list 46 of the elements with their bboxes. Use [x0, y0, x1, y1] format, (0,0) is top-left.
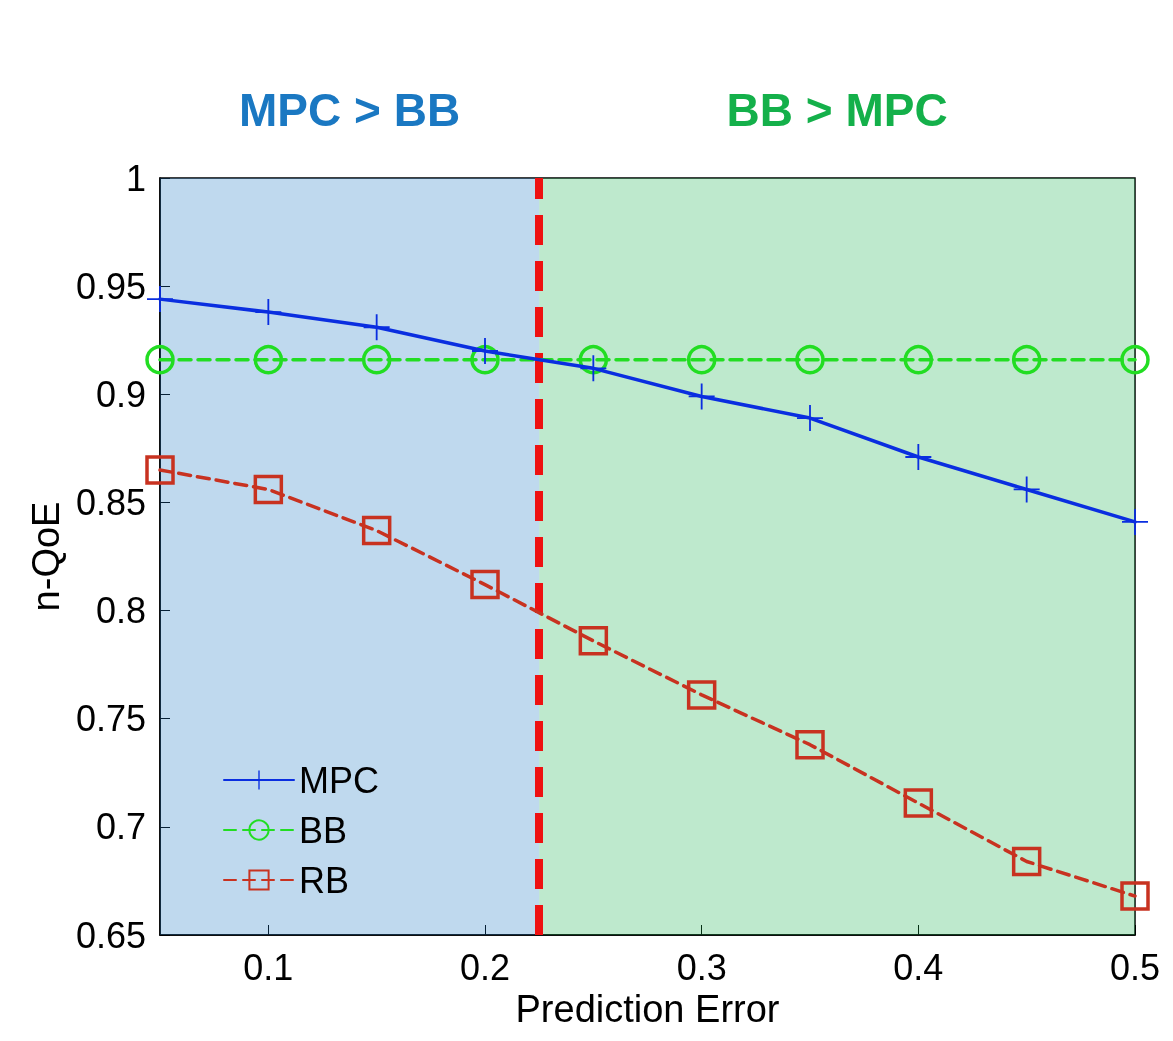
- point: [905, 444, 932, 471]
- legend-label: RB: [299, 859, 350, 901]
- point: [578, 626, 609, 656]
- y-tick-label: 0.85: [75, 481, 146, 523]
- point: [253, 344, 284, 375]
- point: [903, 788, 934, 818]
- point: [795, 729, 825, 760]
- point: [470, 569, 500, 600]
- point: [361, 344, 392, 375]
- x-tick-label: 0.4: [893, 946, 944, 988]
- point: [580, 355, 607, 382]
- point: [686, 344, 717, 375]
- point: [797, 405, 823, 432]
- y-tick-label: 0.75: [75, 698, 146, 740]
- point: [472, 338, 498, 365]
- y-axis-title: n-QoE: [25, 501, 67, 612]
- x-tick-label: 0.3: [676, 946, 727, 988]
- point: [361, 515, 392, 546]
- y-tick-label: 0.9: [95, 373, 146, 415]
- x-tick-label: 0.5: [1109, 946, 1161, 988]
- point: [1122, 508, 1148, 535]
- point: [1011, 344, 1042, 375]
- point: [1011, 846, 1042, 877]
- point: [145, 344, 175, 375]
- point: [903, 344, 934, 375]
- x-axis-title: Prediction Error: [515, 988, 780, 1030]
- y-tick-label: 0.65: [75, 914, 146, 956]
- point: [253, 474, 284, 505]
- band-label: MPC > BB: [239, 84, 461, 136]
- band-label: BB > MPC: [726, 84, 948, 136]
- point: [145, 455, 175, 485]
- point: [686, 680, 717, 710]
- point: [1120, 344, 1150, 375]
- y-tick-label: 0.95: [75, 265, 146, 307]
- point: [1120, 881, 1150, 911]
- x-tick-label: 0.2: [459, 946, 511, 988]
- x-tick-label: 0.1: [243, 946, 294, 988]
- y-tick-label: 0.7: [95, 806, 146, 848]
- point: [795, 344, 825, 375]
- legend-label: MPC: [299, 759, 379, 801]
- point: [147, 286, 173, 313]
- point: [255, 299, 282, 326]
- point: [363, 314, 390, 341]
- legend-label: BB: [299, 809, 348, 851]
- y-tick-label: 0.8: [95, 590, 146, 632]
- y-tick-label: 1: [125, 157, 146, 199]
